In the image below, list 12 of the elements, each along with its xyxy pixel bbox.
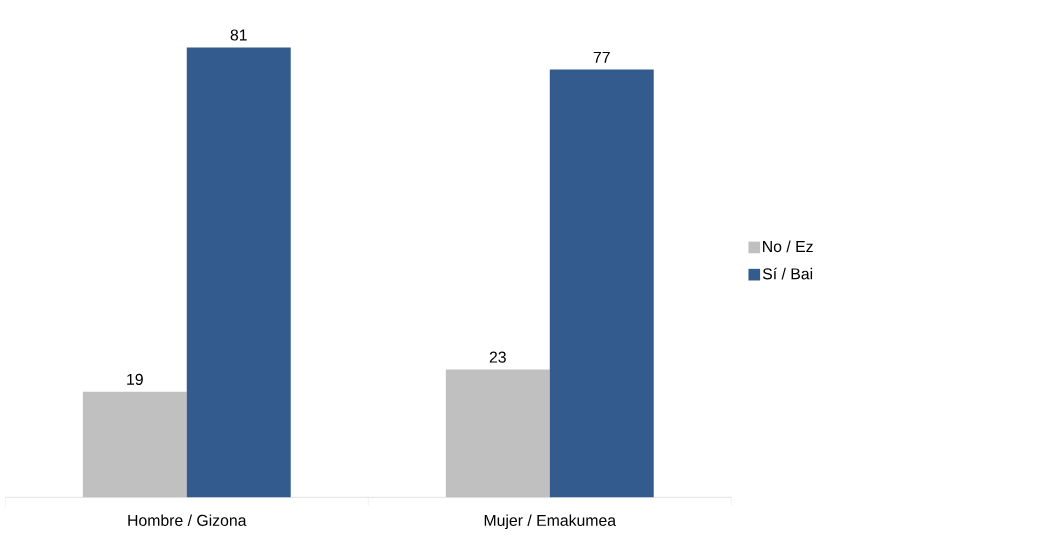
legend-label: Sí / Bai [762,267,813,280]
x-tick-label: Mujer / Emakumea [484,514,617,530]
legend-label: No / Ez [763,240,813,253]
bar [549,69,654,498]
bar [445,369,550,498]
bar [186,47,291,498]
data-label: 77 [593,52,610,63]
x-tick-label: Hombre / Gizona [128,514,247,527]
data-label: 19 [127,373,143,386]
data-label: 23 [489,351,506,363]
bar [82,391,187,498]
data-label: 81 [230,29,247,41]
